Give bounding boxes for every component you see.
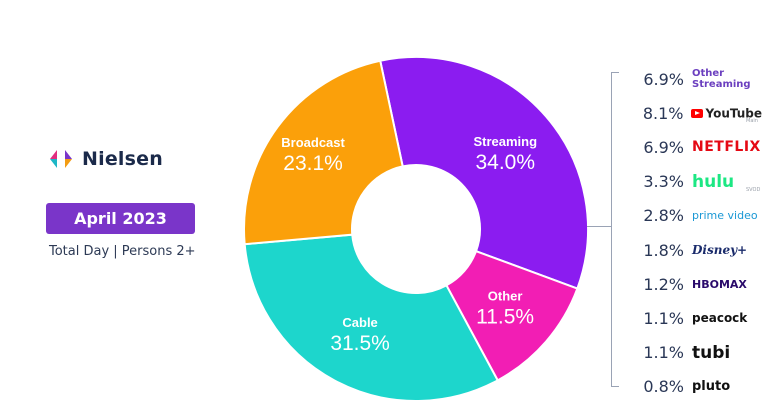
donut-slice-other <box>445 249 579 382</box>
donut-slice-cable <box>243 233 500 402</box>
audience-subtitle: Total Day | Persons 2+ <box>49 244 196 259</box>
youtube-logo: YouTube <box>691 106 762 121</box>
breakdown-row-prime-video: 2.8% prime video <box>622 199 762 233</box>
tubi-logo: tubi <box>692 342 731 363</box>
peacock-logo: peacock <box>692 311 748 326</box>
nielsen-logo: Nielsen <box>48 146 163 172</box>
slice-label-streaming: Streaming <box>473 134 537 149</box>
youtube-label: YouTube <box>705 106 762 121</box>
slice-value-cable: 31.5% <box>330 332 390 355</box>
donut-slice-broadcast <box>243 59 404 246</box>
slice-value-broadcast: 23.1% <box>283 152 343 175</box>
slice-value-other: 11.5% <box>476 305 534 328</box>
breakdown-row-peacock: 1.1% peacock <box>622 301 762 335</box>
donut-slice-streaming <box>379 56 589 290</box>
slice-value-streaming: 34.0% <box>475 151 535 174</box>
breakdown-row-hulu: 3.3% hulu SVOD <box>622 165 762 199</box>
hbo-max-logo: HBOMAX <box>692 277 747 291</box>
hulu-logo: hulu <box>692 171 735 192</box>
breakdown-value: 3.3% <box>643 172 684 192</box>
breakdown-value: 0.8% <box>643 377 684 397</box>
hulu-sub-label: SVOD <box>746 186 761 193</box>
breakdown-value: 1.2% <box>643 274 684 294</box>
breakdown-row-hbo-max: 1.2% HBOMAX <box>622 267 762 301</box>
mark-arrow-pink <box>50 150 57 159</box>
streaming-breakdown-list: 6.9% Other Streaming 8.1% YouTube Main 6… <box>622 62 762 404</box>
breakdown-row-youtube: 8.1% YouTube Main <box>622 96 762 130</box>
breakdown-row-pluto: 0.8% pluto <box>622 370 762 404</box>
prime-video-logo: prime video <box>692 209 758 223</box>
other-streaming-label: Other Streaming <box>692 68 751 91</box>
disney-plus-logo: Disney+ <box>692 243 748 258</box>
mark-arrow-orange <box>65 159 72 168</box>
breakdown-value: 1.8% <box>643 240 684 260</box>
brand-name: Nielsen <box>82 148 163 170</box>
youtube-sub-label: Main <box>746 118 758 125</box>
period-badge: April 2023 <box>46 203 195 234</box>
breakdown-value: 1.1% <box>643 343 684 363</box>
breakdown-row-netflix: 6.9% NETFLIX <box>622 130 762 164</box>
breakdown-value: 2.8% <box>643 206 684 226</box>
breakdown-bracket <box>611 72 612 387</box>
youtube-play-icon <box>691 108 704 118</box>
slice-label-cable: Cable <box>342 315 377 330</box>
breakdown-row-other-streaming: 6.9% Other Streaming <box>622 62 762 96</box>
bracket-top-tick <box>611 72 619 73</box>
mark-arrow-purple <box>65 150 72 159</box>
nielsen-mark-icon <box>50 150 72 168</box>
breakdown-row-disney-plus: 1.8% Disney+ <box>622 233 762 267</box>
breakdown-value: 6.9% <box>643 137 684 157</box>
bracket-bottom-tick <box>611 386 619 387</box>
pluto-logo: pluto <box>692 379 731 395</box>
breakdown-value: 8.1% <box>642 103 684 123</box>
mark-arrow-teal <box>50 159 57 168</box>
slice-label-other: Other <box>488 288 523 303</box>
breakdown-value: 1.1% <box>643 308 684 328</box>
breakdown-value: 6.9% <box>643 69 684 89</box>
streaming-connector-line <box>587 226 611 227</box>
slice-label-broadcast: Broadcast <box>281 135 345 150</box>
netflix-logo: NETFLIX <box>692 139 761 156</box>
breakdown-row-tubi: 1.1% tubi <box>622 336 762 370</box>
